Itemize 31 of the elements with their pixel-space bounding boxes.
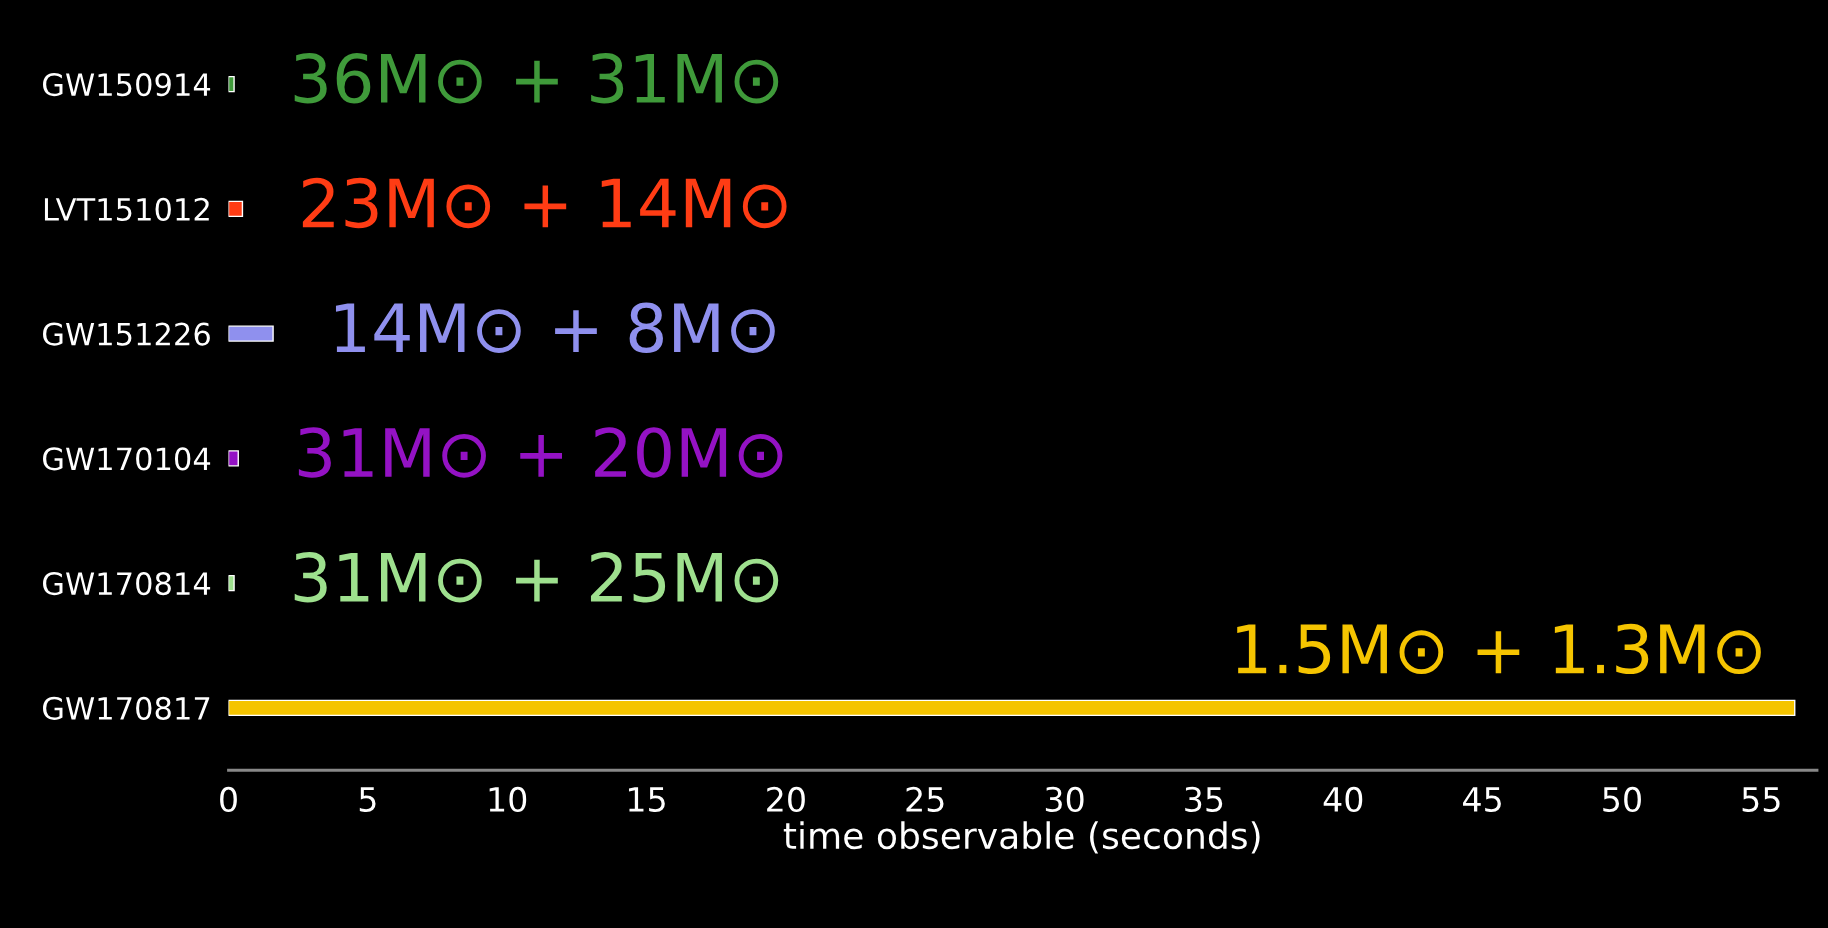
- x-tick-label: 15: [628, 787, 665, 813]
- y-tick-label: GW170814: [43, 572, 211, 596]
- annotation: 14M⊙ + 8M⊙: [335, 302, 775, 353]
- x-tick-label: 0: [220, 786, 237, 813]
- annotation: 31M⊙ + 20M⊙: [298, 427, 783, 478]
- x-tick-label: 50: [1603, 786, 1641, 813]
- x-tick-label: 40: [1323, 786, 1363, 813]
- y-tick-label: GW151226: [43, 322, 210, 346]
- x-tick-label: 20: [767, 786, 805, 813]
- x-tick-label: 10: [489, 786, 527, 813]
- bar: [228, 450, 239, 467]
- y-tick-label: GW170104: [43, 447, 211, 471]
- bar: [228, 574, 235, 592]
- x-tick-label: 25: [906, 786, 944, 813]
- y-tick-label: GW150914: [43, 73, 211, 97]
- x-tick-label: 55: [1742, 787, 1780, 813]
- x-tick-label: 35: [1185, 786, 1223, 813]
- x-tick-label: 5: [359, 787, 376, 813]
- x-axis-title: time observable (seconds): [783, 821, 1260, 854]
- annotation: 1.5M⊙ + 1.3M⊙: [1237, 623, 1761, 675]
- bar: [228, 75, 235, 93]
- annotation: 36M⊙ + 31M⊙: [294, 53, 779, 104]
- annotation: 31M⊙ + 25M⊙: [294, 552, 779, 603]
- bar: [228, 325, 274, 342]
- annotation: 23M⊙ + 14M⊙: [302, 177, 787, 229]
- bar: [228, 200, 244, 218]
- bar: [228, 699, 1796, 717]
- y-tick-label: LVT151012: [44, 197, 209, 221]
- x-tick-label: 30: [1045, 786, 1084, 813]
- x-tick-label: 45: [1463, 787, 1501, 813]
- y-tick-label: GW170817: [43, 696, 210, 720]
